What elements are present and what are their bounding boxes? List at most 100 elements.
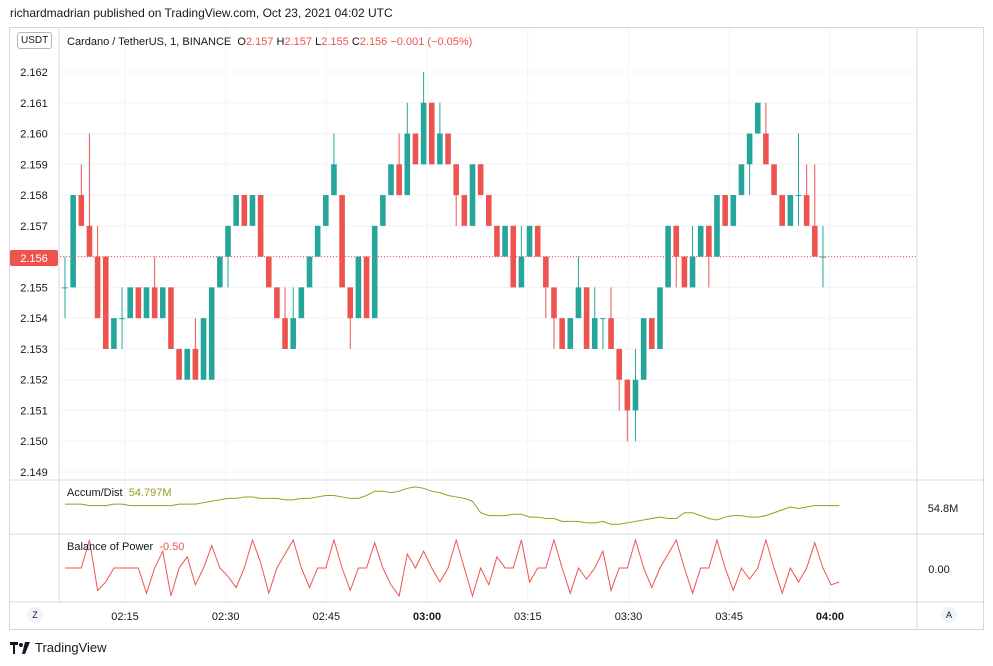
candle-body bbox=[706, 225, 712, 257]
candle-body bbox=[445, 133, 451, 165]
candle-body bbox=[632, 379, 639, 411]
candle-body bbox=[119, 318, 125, 320]
candle-body bbox=[469, 164, 476, 226]
candle-body bbox=[306, 256, 313, 288]
candle-body bbox=[689, 256, 696, 288]
accum-dist-legend: Accum/Dist 54.797M bbox=[67, 487, 172, 499]
x-tick-label: 04:00 bbox=[816, 611, 844, 623]
candle-body bbox=[665, 225, 671, 288]
y-tick-label: 2.153 bbox=[20, 344, 48, 356]
candle-body bbox=[657, 287, 663, 349]
candle-body bbox=[111, 318, 117, 349]
candle-body bbox=[274, 287, 280, 319]
candle bbox=[722, 195, 728, 226]
candle-body bbox=[649, 318, 655, 349]
candle bbox=[477, 164, 484, 196]
price-axis-ticks: 2.149 2.150 2.151 2.152 2.153 2.154 2.155 2.156… bbox=[20, 67, 48, 479]
candle-body bbox=[314, 225, 321, 257]
candle-body bbox=[151, 287, 158, 319]
candle bbox=[282, 287, 288, 349]
candle-body bbox=[404, 133, 411, 196]
candle bbox=[632, 348, 639, 442]
candle-body bbox=[534, 225, 541, 257]
candle bbox=[208, 287, 215, 380]
candle bbox=[803, 164, 810, 226]
candle-body bbox=[102, 256, 109, 349]
candle-body bbox=[559, 318, 565, 349]
chart-frame bbox=[9, 27, 984, 630]
candle bbox=[591, 287, 598, 349]
candle-body bbox=[763, 133, 769, 165]
candle bbox=[192, 318, 199, 380]
candle bbox=[445, 133, 451, 165]
candle-body bbox=[697, 225, 704, 257]
candle bbox=[184, 348, 191, 380]
candle bbox=[143, 287, 150, 319]
candle bbox=[241, 195, 248, 226]
y-tick-label: 2.149 bbox=[20, 467, 48, 479]
candle bbox=[689, 225, 696, 288]
candle-body bbox=[771, 164, 777, 196]
candle-body bbox=[241, 195, 248, 226]
candle bbox=[657, 287, 663, 349]
candle bbox=[102, 256, 109, 349]
candle-body bbox=[249, 195, 256, 226]
candle-body bbox=[396, 164, 402, 196]
candle-body bbox=[640, 318, 647, 380]
x-tick-label: 03:30 bbox=[615, 611, 643, 623]
candle bbox=[70, 195, 76, 288]
candle bbox=[453, 164, 459, 226]
currency-button[interactable]: USDT bbox=[17, 32, 53, 49]
candle bbox=[624, 379, 631, 442]
candle-body bbox=[624, 379, 631, 411]
y-tick-label: 2.157 bbox=[20, 221, 48, 233]
candle-body bbox=[347, 287, 354, 319]
candle-body bbox=[453, 164, 459, 196]
candle bbox=[754, 102, 761, 134]
candle bbox=[62, 256, 68, 319]
y-tick-label: 2.162 bbox=[20, 67, 48, 79]
candle-body bbox=[200, 318, 207, 380]
candle bbox=[86, 133, 93, 257]
candle-body bbox=[551, 287, 557, 319]
candle-body bbox=[591, 318, 598, 349]
x-tick-label: 02:15 bbox=[111, 611, 139, 623]
candle-body bbox=[502, 225, 508, 257]
low-value: 2.155 bbox=[321, 36, 349, 48]
candle bbox=[347, 287, 354, 349]
price-tag: 2.156 bbox=[20, 253, 48, 265]
candle-body bbox=[143, 287, 150, 319]
candle bbox=[787, 195, 794, 226]
candle-body bbox=[477, 164, 484, 196]
auto-scale-button[interactable]: A bbox=[941, 607, 957, 623]
candle bbox=[697, 225, 704, 257]
candle-body bbox=[176, 348, 182, 380]
x-tick-label: 03:15 bbox=[514, 611, 542, 623]
candle-body bbox=[754, 102, 761, 134]
bop-label: Balance of Power bbox=[67, 541, 154, 553]
candle bbox=[331, 133, 337, 196]
candle-body bbox=[94, 256, 101, 319]
candle bbox=[616, 348, 622, 411]
candle-body bbox=[331, 164, 337, 196]
high-value: 2.157 bbox=[284, 36, 313, 48]
bop-legend: Balance of Power -0.50 bbox=[67, 541, 184, 553]
candle bbox=[94, 225, 101, 319]
candle bbox=[306, 256, 313, 288]
candle bbox=[314, 225, 321, 257]
accum-dist-value: 54.797M bbox=[128, 487, 172, 499]
y-tick-label: 2.154 bbox=[20, 313, 48, 325]
candle bbox=[217, 256, 223, 288]
candle bbox=[559, 318, 565, 349]
x-tick-label: 03:45 bbox=[715, 611, 743, 623]
candle bbox=[388, 164, 394, 196]
candle-body bbox=[787, 195, 794, 226]
candle bbox=[608, 287, 614, 349]
candle bbox=[665, 225, 671, 288]
zoom-button[interactable]: Z bbox=[27, 607, 43, 623]
candle bbox=[649, 318, 655, 349]
candle-body bbox=[265, 256, 272, 288]
candle-body bbox=[437, 133, 443, 165]
candle-body bbox=[518, 256, 525, 288]
